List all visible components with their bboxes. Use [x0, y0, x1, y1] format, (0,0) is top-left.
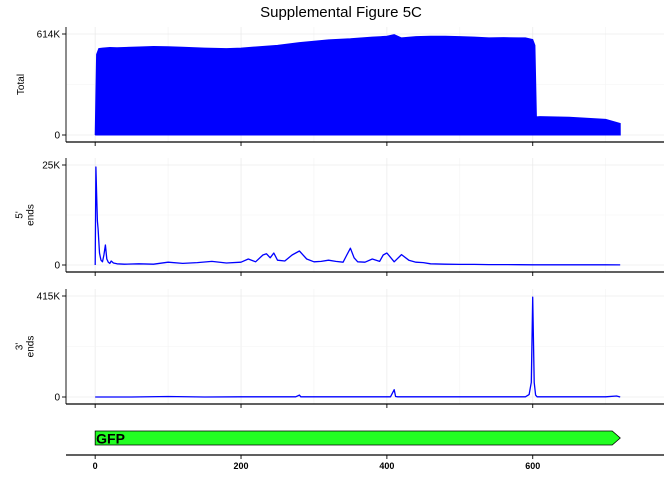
- panel-5prime-grid: [66, 158, 664, 272]
- x-tick-label: 600: [525, 461, 540, 471]
- y-tick-label: 25K: [42, 161, 60, 172]
- panel-total-plot: [94, 34, 621, 136]
- x-tick-label: 400: [379, 461, 394, 471]
- panel-total-ylabel: Total: [16, 74, 27, 95]
- y-tick-label: 415K: [37, 292, 61, 303]
- panel-total-y-ticks: 0 614K: [37, 30, 66, 142]
- ylabel-line: ends: [26, 336, 37, 358]
- panel-total: 0 614K Total: [16, 27, 664, 146]
- panel-5prime-x-ticks: [94, 272, 534, 276]
- series-area: [94, 34, 621, 136]
- y-tick-label: 614K: [37, 30, 61, 41]
- y-tick-label: 0: [54, 261, 60, 272]
- panel-5prime-y-ticks: 0 25K: [42, 161, 66, 272]
- y-tick-label: 0: [54, 131, 60, 142]
- panel-3prime-plot: [95, 296, 621, 398]
- panel-3prime-x-ticks: [94, 404, 534, 408]
- series-line: [95, 296, 621, 398]
- ylabel-line: 5': [15, 211, 26, 219]
- figure-title: Supplemental Figure 5C: [260, 4, 422, 21]
- gene-label: GFP: [96, 431, 125, 447]
- x-tick-label: 200: [234, 461, 249, 471]
- ylabel-line: 3': [15, 343, 26, 351]
- panel-3prime: 0 415K 3'ends: [15, 289, 664, 408]
- gene-arrow: [94, 430, 621, 446]
- gene-track: GFP 0 200 400 600: [66, 430, 664, 471]
- panel-3prime-grid: [66, 289, 664, 404]
- panel-5prime-ylabel: 5'ends: [15, 204, 37, 226]
- y-tick-label: 0: [54, 393, 60, 404]
- x-tick-label: 0: [93, 461, 98, 471]
- panel-3prime-ylabel: 3'ends: [15, 336, 37, 358]
- ylabel-line: ends: [26, 204, 37, 226]
- panel-total-x-ticks: [94, 142, 534, 146]
- series-line: [94, 166, 621, 266]
- gene-x-ticks: 0 200 400 600: [93, 455, 540, 471]
- panel-5prime-plot: [94, 166, 621, 266]
- panel-3prime-y-ticks: 0 415K: [37, 292, 66, 404]
- panel-5prime: 0 25K 5'ends: [15, 158, 664, 276]
